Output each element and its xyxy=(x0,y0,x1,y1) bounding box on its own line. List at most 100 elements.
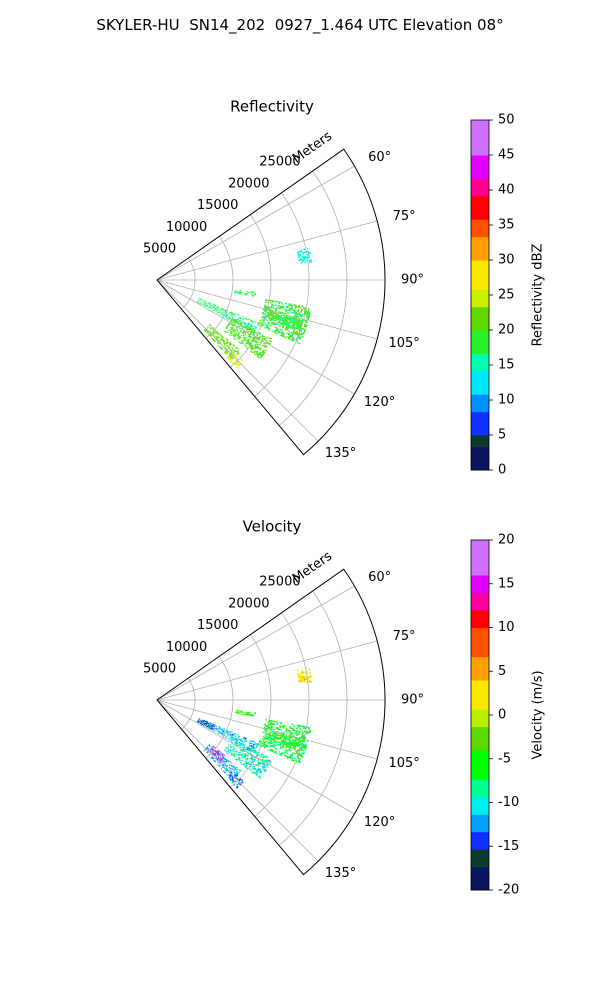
echo-cell xyxy=(217,309,219,312)
echo-cell xyxy=(255,351,258,354)
echo-cell xyxy=(252,337,255,340)
echo-cell xyxy=(202,724,205,727)
echo-cell xyxy=(203,304,205,306)
colorbar-swatch xyxy=(471,814,489,821)
echo-cell xyxy=(234,736,237,738)
echo-cell xyxy=(203,304,205,306)
echo-cell xyxy=(273,733,276,736)
echo-cell xyxy=(208,329,210,332)
echo-cell xyxy=(238,744,241,747)
echo-cell xyxy=(258,347,261,350)
echo-cell xyxy=(267,760,270,763)
echo-cell xyxy=(291,754,294,757)
echo-cell xyxy=(262,753,265,756)
echo-cell xyxy=(197,719,200,721)
echo-cell xyxy=(253,344,256,347)
echo-cell xyxy=(271,722,274,724)
echo-cell xyxy=(240,293,243,295)
echo-cell xyxy=(298,676,300,679)
echo-cell xyxy=(219,731,222,734)
azimuth-spoke xyxy=(156,279,319,442)
echo-cell xyxy=(250,340,253,342)
echo-cell xyxy=(240,331,243,334)
echo-cell xyxy=(302,749,305,752)
echo-cell xyxy=(220,733,223,735)
echo-cell xyxy=(237,352,240,354)
echo-cell xyxy=(267,342,270,344)
echo-cell xyxy=(214,304,216,306)
echo-cell xyxy=(298,337,301,340)
echo-cell xyxy=(212,724,215,726)
echo-cell xyxy=(278,325,281,328)
colorbar-swatch xyxy=(471,400,489,407)
echo-cell xyxy=(243,339,246,341)
angular-tick-label: 105° xyxy=(388,336,419,351)
echo-cell xyxy=(249,291,252,293)
echo-cell xyxy=(245,327,247,329)
echo-cell xyxy=(269,735,272,737)
echo-cell xyxy=(274,732,277,735)
echo-cell xyxy=(198,302,201,304)
echo-cell xyxy=(280,308,283,310)
echo-cell xyxy=(303,257,306,259)
echo-cell xyxy=(250,745,253,747)
echo-cell xyxy=(234,741,237,744)
echo-cell xyxy=(262,353,265,356)
echo-cell xyxy=(287,330,290,333)
echo-cell xyxy=(256,343,259,346)
echo-cell xyxy=(236,322,239,325)
colorbar-swatch xyxy=(471,423,489,430)
echo-cell xyxy=(206,721,208,723)
echo-cell xyxy=(208,723,211,726)
echo-cell xyxy=(263,327,266,329)
echo-cell xyxy=(262,324,265,326)
echo-cell xyxy=(211,333,214,335)
echo-cell xyxy=(302,332,305,335)
echo-cell xyxy=(266,325,268,328)
echo-cell xyxy=(283,335,286,338)
echo-cell xyxy=(225,350,228,353)
echo-cell xyxy=(241,339,243,342)
echo-cell xyxy=(220,338,222,341)
echo-cell xyxy=(244,317,247,319)
echo-cell xyxy=(259,768,262,771)
echo-cell xyxy=(307,250,310,253)
echo-cell xyxy=(226,759,229,761)
echo-cell xyxy=(267,322,270,325)
echo-cell xyxy=(285,315,288,318)
range-ring xyxy=(181,677,196,730)
echo-cell xyxy=(235,786,238,789)
echo-cell xyxy=(216,753,219,756)
echo-cell xyxy=(243,344,246,347)
echo-cell xyxy=(260,353,263,356)
echo-cell xyxy=(245,334,247,336)
echo-cell xyxy=(211,746,214,749)
echo-cell xyxy=(283,308,286,311)
echo-cell xyxy=(239,759,242,762)
echo-cell xyxy=(220,751,223,754)
echo-cell xyxy=(227,356,230,358)
echo-cell xyxy=(248,763,251,766)
echo-cell xyxy=(289,338,292,341)
echo-cell xyxy=(274,741,277,744)
echo-cell xyxy=(285,326,288,329)
echo-cell xyxy=(262,767,265,770)
echo-cell xyxy=(298,256,300,259)
echo-cell xyxy=(229,317,232,320)
echo-cell xyxy=(216,332,219,335)
echo-cell xyxy=(277,314,279,317)
echo-cell xyxy=(239,317,241,320)
echo-cell xyxy=(281,321,284,324)
echo-cell xyxy=(275,323,278,325)
echo-cell xyxy=(232,749,235,751)
echo-cell xyxy=(203,303,206,305)
echo-cell xyxy=(236,318,239,321)
echo-cell xyxy=(207,325,209,328)
echo-cell xyxy=(241,756,244,759)
echo-cell xyxy=(266,736,268,738)
echo-cell xyxy=(264,766,267,769)
echo-cell xyxy=(262,769,265,772)
echo-cell xyxy=(223,342,226,345)
echo-cell xyxy=(249,750,251,753)
echo-cell xyxy=(286,757,289,760)
